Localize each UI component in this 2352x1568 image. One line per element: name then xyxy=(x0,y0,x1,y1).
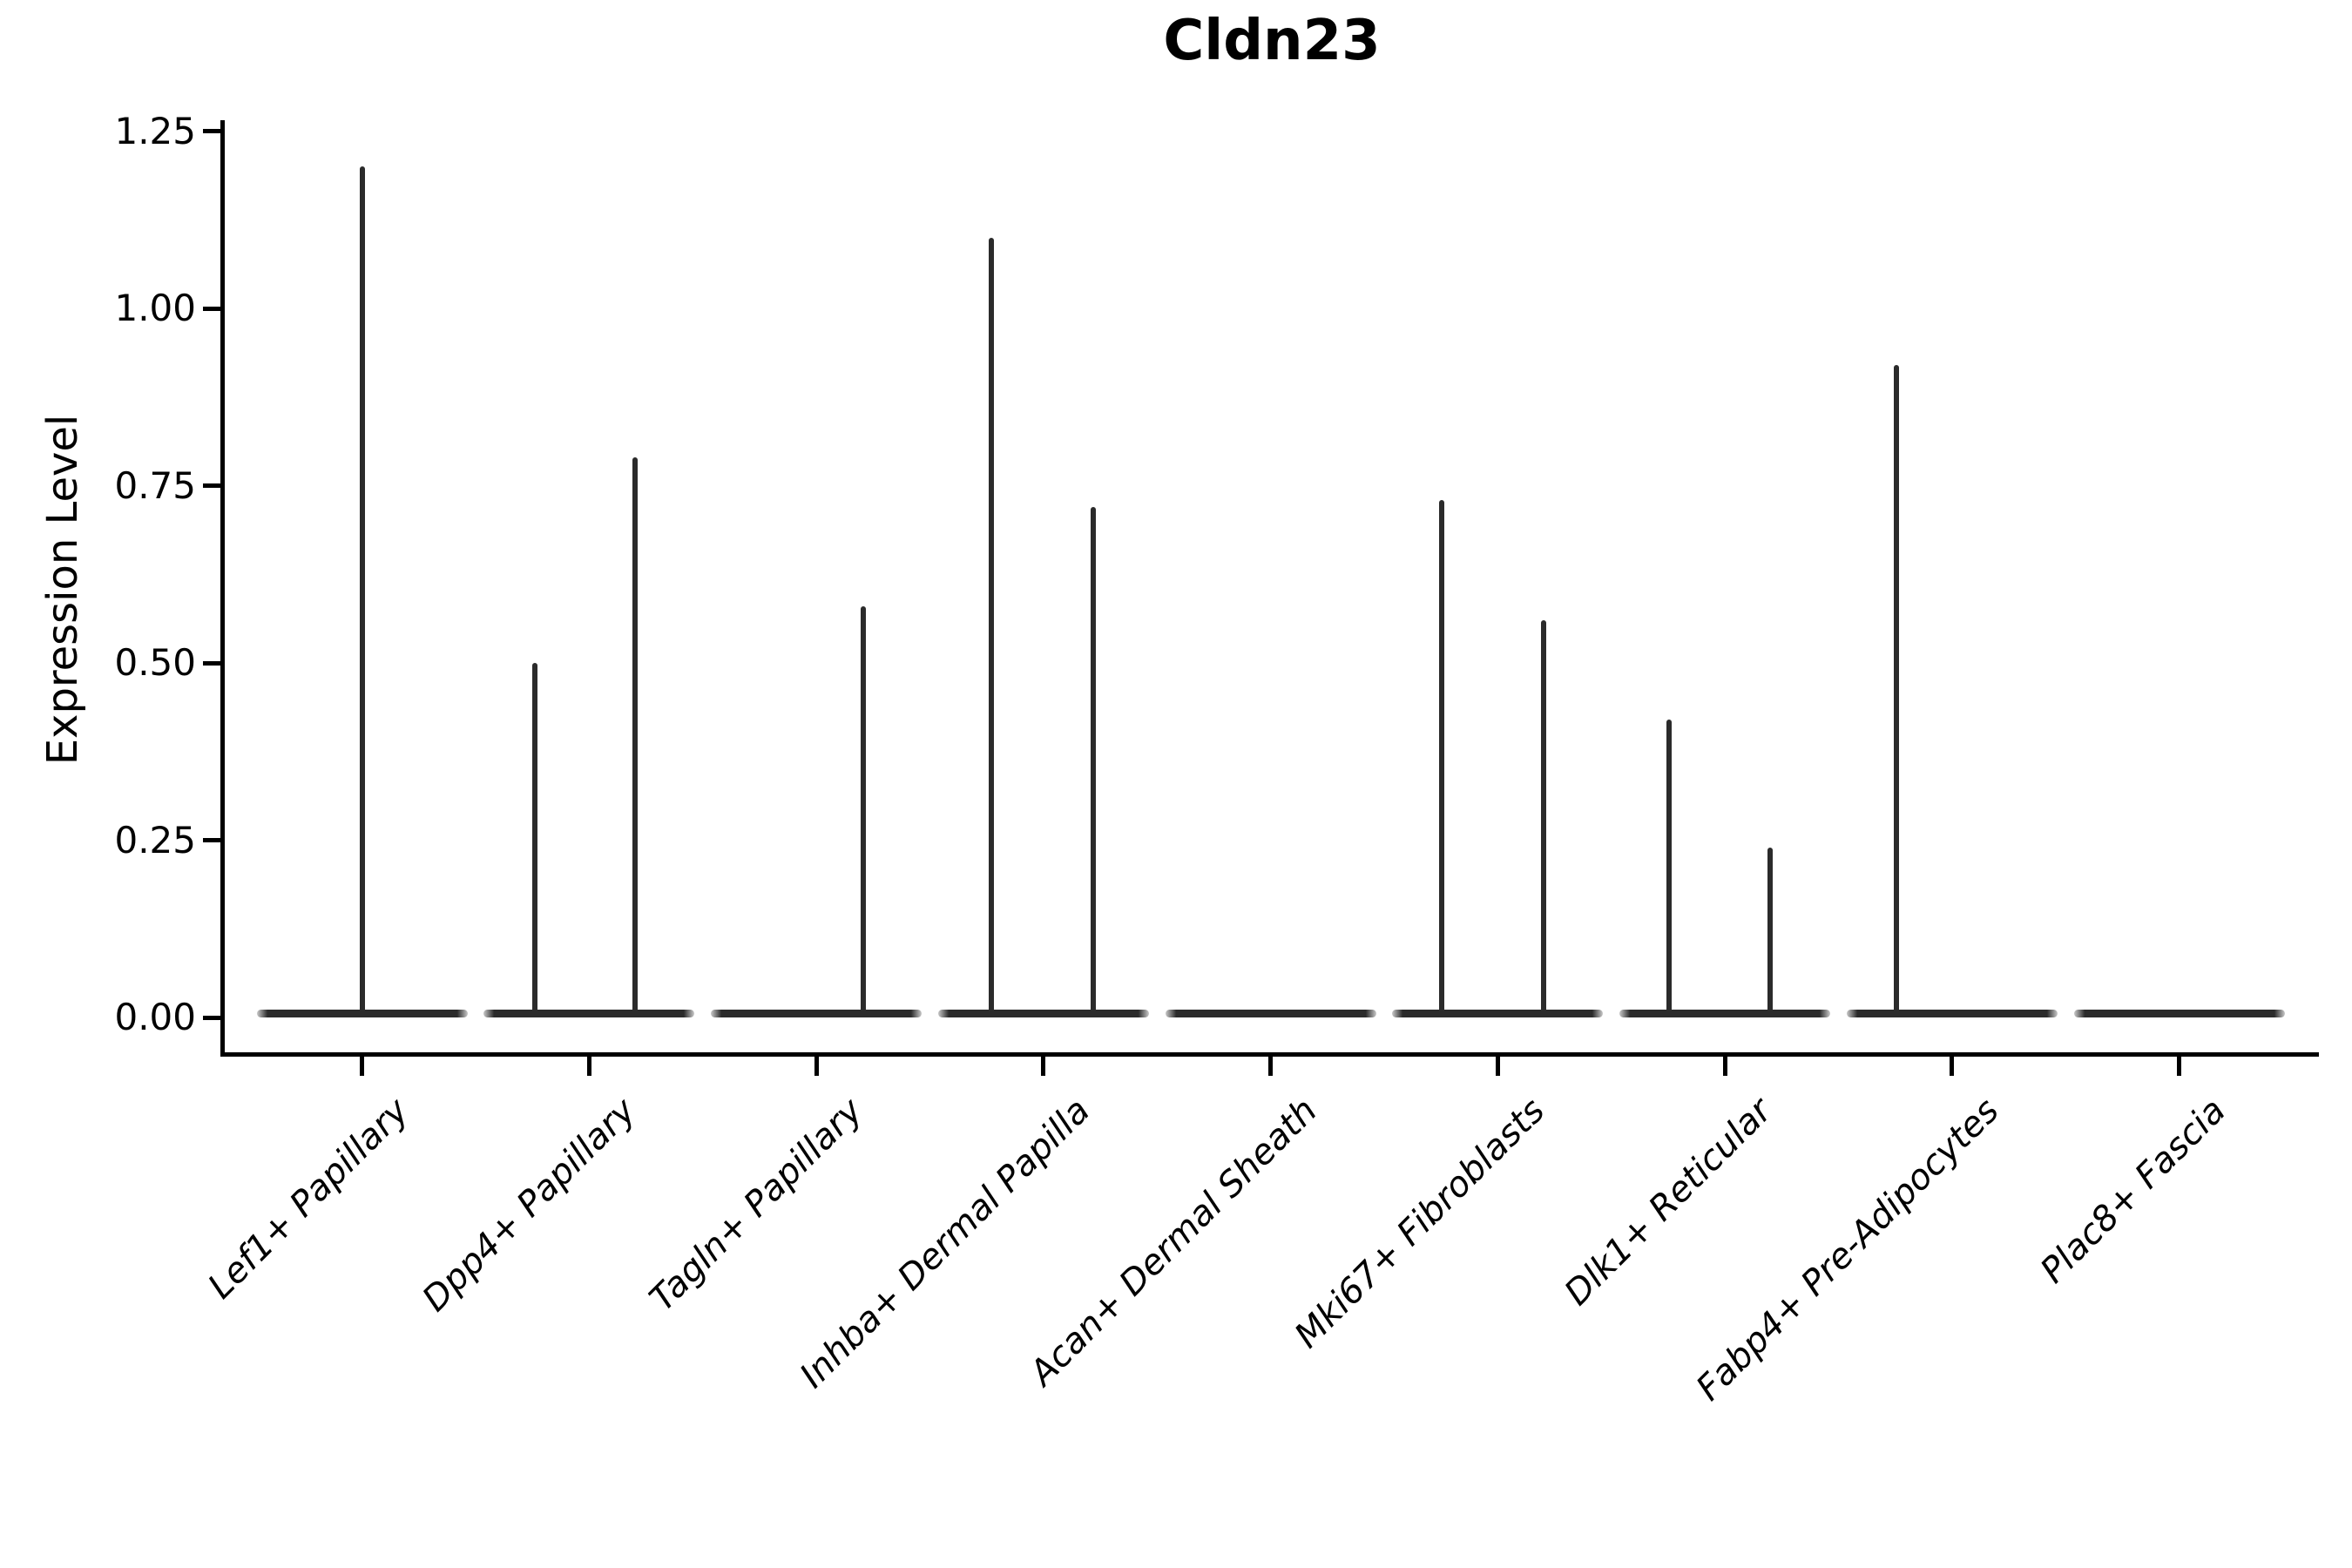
x-tick-mark xyxy=(1722,1056,1727,1076)
x-tick-label: Tagln+ Papillary xyxy=(642,1091,871,1320)
violin-spike xyxy=(1439,499,1445,1015)
violin-spike xyxy=(1666,720,1672,1015)
x-tick-label: Dlk1+ Reticular xyxy=(1556,1091,1780,1314)
violin-spike xyxy=(632,456,639,1015)
y-tick-label: 1.25 xyxy=(114,109,196,152)
x-tick-mark xyxy=(1041,1056,1046,1076)
x-tick-mark xyxy=(586,1056,591,1076)
x-tick-mark xyxy=(1495,1056,1500,1076)
x-tick-mark xyxy=(814,1056,819,1076)
x-tick-label: Lef1+ Papillary xyxy=(200,1091,417,1307)
y-tick-label: 0.50 xyxy=(114,641,196,684)
violin-spike xyxy=(359,166,365,1015)
violin-baseline xyxy=(711,1009,922,1017)
y-tick-label: 0.00 xyxy=(114,996,196,1038)
chart-title: Cldn23 xyxy=(1163,9,1381,73)
y-tick-mark xyxy=(203,838,220,842)
x-tick-mark xyxy=(1268,1056,1273,1076)
violin-baseline xyxy=(2073,1009,2285,1017)
y-tick-mark xyxy=(203,306,220,311)
x-tick-label: Mki67+ Fibroblasts xyxy=(1287,1091,1552,1356)
violin-baseline xyxy=(1165,1009,1376,1017)
y-tick-mark xyxy=(203,129,220,133)
y-axis-spine xyxy=(220,120,225,1057)
y-tick-label: 0.25 xyxy=(114,818,196,862)
violin-spike xyxy=(1541,620,1547,1015)
violin-spike xyxy=(1090,506,1096,1015)
y-tick-mark xyxy=(203,483,220,488)
x-axis-spine xyxy=(220,1051,2319,1057)
x-tick-mark xyxy=(360,1056,364,1076)
violin-spike xyxy=(1767,847,1773,1015)
violin-spike xyxy=(1893,365,1899,1015)
x-tick-label: Plac8+ Fascia xyxy=(2032,1091,2234,1292)
y-tick-label: 0.75 xyxy=(114,463,196,507)
y-tick-mark xyxy=(203,1015,220,1020)
violin-baseline xyxy=(1392,1009,1604,1017)
violin-spike xyxy=(861,605,866,1015)
x-tick-label: Dpp4+ Papillary xyxy=(415,1091,644,1320)
x-tick-mark xyxy=(2177,1056,2181,1076)
violin-baseline xyxy=(1846,1009,2058,1017)
violin-spike xyxy=(532,663,538,1015)
x-tick-mark xyxy=(1950,1056,1955,1076)
y-tick-label: 1.00 xyxy=(114,287,196,329)
y-tick-mark xyxy=(203,660,220,666)
violin-spike xyxy=(988,237,994,1015)
violin-baseline xyxy=(1619,1009,1830,1017)
violin-baseline xyxy=(937,1009,1149,1017)
violin-baseline xyxy=(483,1009,695,1017)
